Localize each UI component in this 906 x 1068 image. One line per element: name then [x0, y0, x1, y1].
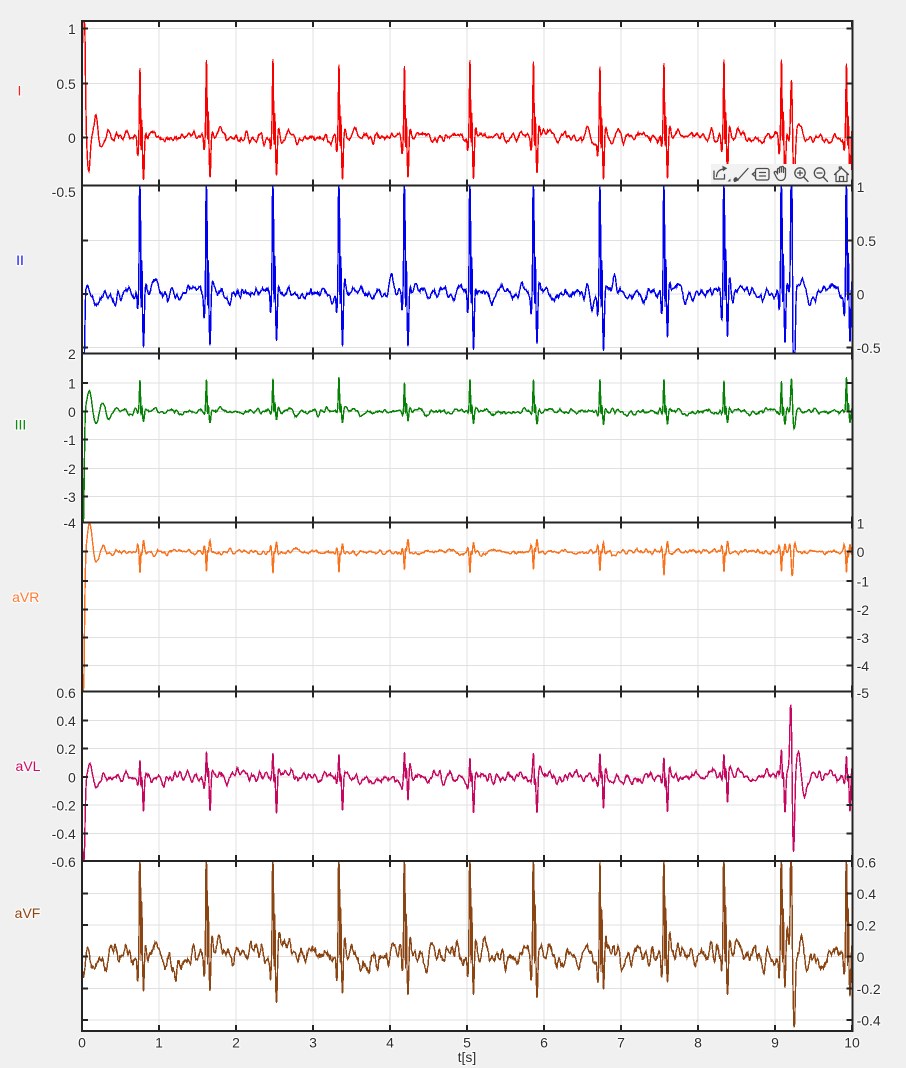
svg-text:0.2: 0.2 — [857, 917, 877, 933]
svg-text:0: 0 — [857, 287, 865, 303]
svg-text:5: 5 — [463, 1035, 471, 1051]
svg-text:-3: -3 — [857, 630, 870, 646]
svg-text:1: 1 — [857, 179, 865, 195]
svg-text:-2: -2 — [857, 602, 870, 618]
svg-text:0: 0 — [78, 1035, 86, 1051]
svg-text:0: 0 — [68, 770, 76, 786]
svg-text:2: 2 — [232, 1035, 240, 1051]
svg-text:aVF: aVF — [15, 905, 41, 921]
svg-text:0.4: 0.4 — [857, 886, 877, 902]
svg-text:t[s]: t[s] — [458, 1049, 477, 1065]
svg-text:-2: -2 — [63, 461, 76, 477]
svg-text:-0.2: -0.2 — [52, 798, 76, 814]
svg-text:0.4: 0.4 — [56, 713, 76, 729]
svg-text:-0.6: -0.6 — [52, 854, 76, 870]
svg-text:-0.5: -0.5 — [857, 340, 881, 356]
svg-text:0: 0 — [857, 949, 865, 965]
svg-text:0: 0 — [68, 130, 76, 146]
svg-text:4: 4 — [386, 1035, 394, 1051]
svg-text:3: 3 — [309, 1035, 317, 1051]
svg-text:-0.4: -0.4 — [857, 1013, 881, 1029]
svg-text:-5: -5 — [857, 685, 870, 701]
svg-text:0.5: 0.5 — [56, 76, 76, 92]
svg-text:aVR: aVR — [12, 589, 39, 605]
svg-text:I: I — [18, 83, 22, 99]
svg-text:6: 6 — [540, 1035, 548, 1051]
svg-text:-0.2: -0.2 — [857, 981, 881, 997]
svg-text:1: 1 — [68, 376, 76, 392]
svg-text:10: 10 — [844, 1035, 860, 1051]
svg-text:-4: -4 — [857, 658, 870, 674]
svg-text:0: 0 — [68, 404, 76, 420]
svg-text:1: 1 — [155, 1035, 163, 1051]
svg-text:7: 7 — [617, 1035, 625, 1051]
svg-text:0: 0 — [857, 544, 865, 560]
svg-text:aVL: aVL — [16, 758, 41, 774]
svg-text:8: 8 — [694, 1035, 702, 1051]
svg-text:-4: -4 — [63, 515, 76, 531]
svg-text:9: 9 — [771, 1035, 779, 1051]
svg-text:0.6: 0.6 — [857, 854, 877, 870]
svg-text:0.2: 0.2 — [56, 741, 76, 757]
svg-text:-0.5: -0.5 — [52, 184, 76, 200]
svg-text:III: III — [15, 417, 27, 433]
svg-text:1: 1 — [68, 21, 76, 37]
svg-text:-3: -3 — [63, 489, 76, 505]
svg-text:1: 1 — [857, 516, 865, 532]
svg-text:II: II — [16, 252, 24, 268]
svg-text:-1: -1 — [63, 432, 76, 448]
svg-text:0.6: 0.6 — [56, 685, 76, 701]
svg-text:-1: -1 — [857, 573, 870, 589]
svg-text:0.5: 0.5 — [857, 233, 877, 249]
svg-text:2: 2 — [68, 346, 76, 362]
svg-text:-0.4: -0.4 — [52, 826, 76, 842]
